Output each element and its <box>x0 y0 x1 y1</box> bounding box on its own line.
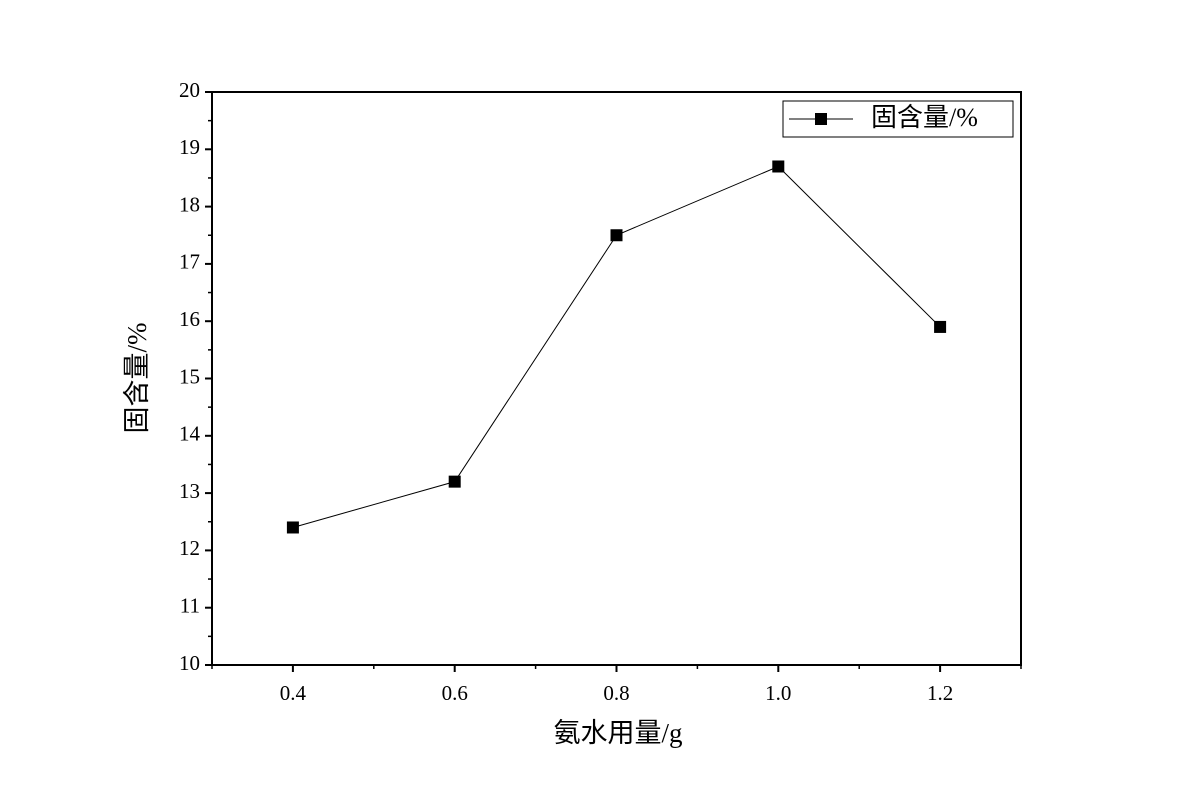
y-axis-label: 固含量/% <box>122 323 152 434</box>
y-tick-label: 10 <box>179 651 200 675</box>
marker <box>610 229 623 242</box>
y-tick-label: 13 <box>179 479 200 503</box>
x-tick-label: 0.6 <box>442 681 468 705</box>
marker <box>448 475 461 488</box>
y-tick-label: 17 <box>179 250 200 274</box>
line <box>292 165 941 528</box>
marker <box>772 160 785 173</box>
x-tick-label: 1.2 <box>927 681 953 705</box>
y-tick-label: 12 <box>179 536 200 560</box>
x-axis-label: 氨水用量/g <box>553 718 682 748</box>
x-tick-label: 0.4 <box>280 681 307 705</box>
legend-label: 固含量/% <box>871 103 978 132</box>
y-tick-label: 14 <box>179 422 201 446</box>
y-tick-label: 20 <box>179 78 200 102</box>
y-tick-label: 19 <box>179 135 200 159</box>
plot-frame <box>211 91 1022 666</box>
marker <box>934 320 947 333</box>
y-tick-label: 15 <box>179 364 200 388</box>
legend-marker <box>815 113 827 125</box>
y-tick-label: 18 <box>179 192 200 216</box>
y-tick-label: 11 <box>180 594 200 618</box>
x-tick-label: 0.8 <box>603 681 629 705</box>
y-tick-label: 16 <box>179 307 200 331</box>
marker <box>286 521 299 534</box>
x-tick-label: 1.0 <box>765 681 791 705</box>
